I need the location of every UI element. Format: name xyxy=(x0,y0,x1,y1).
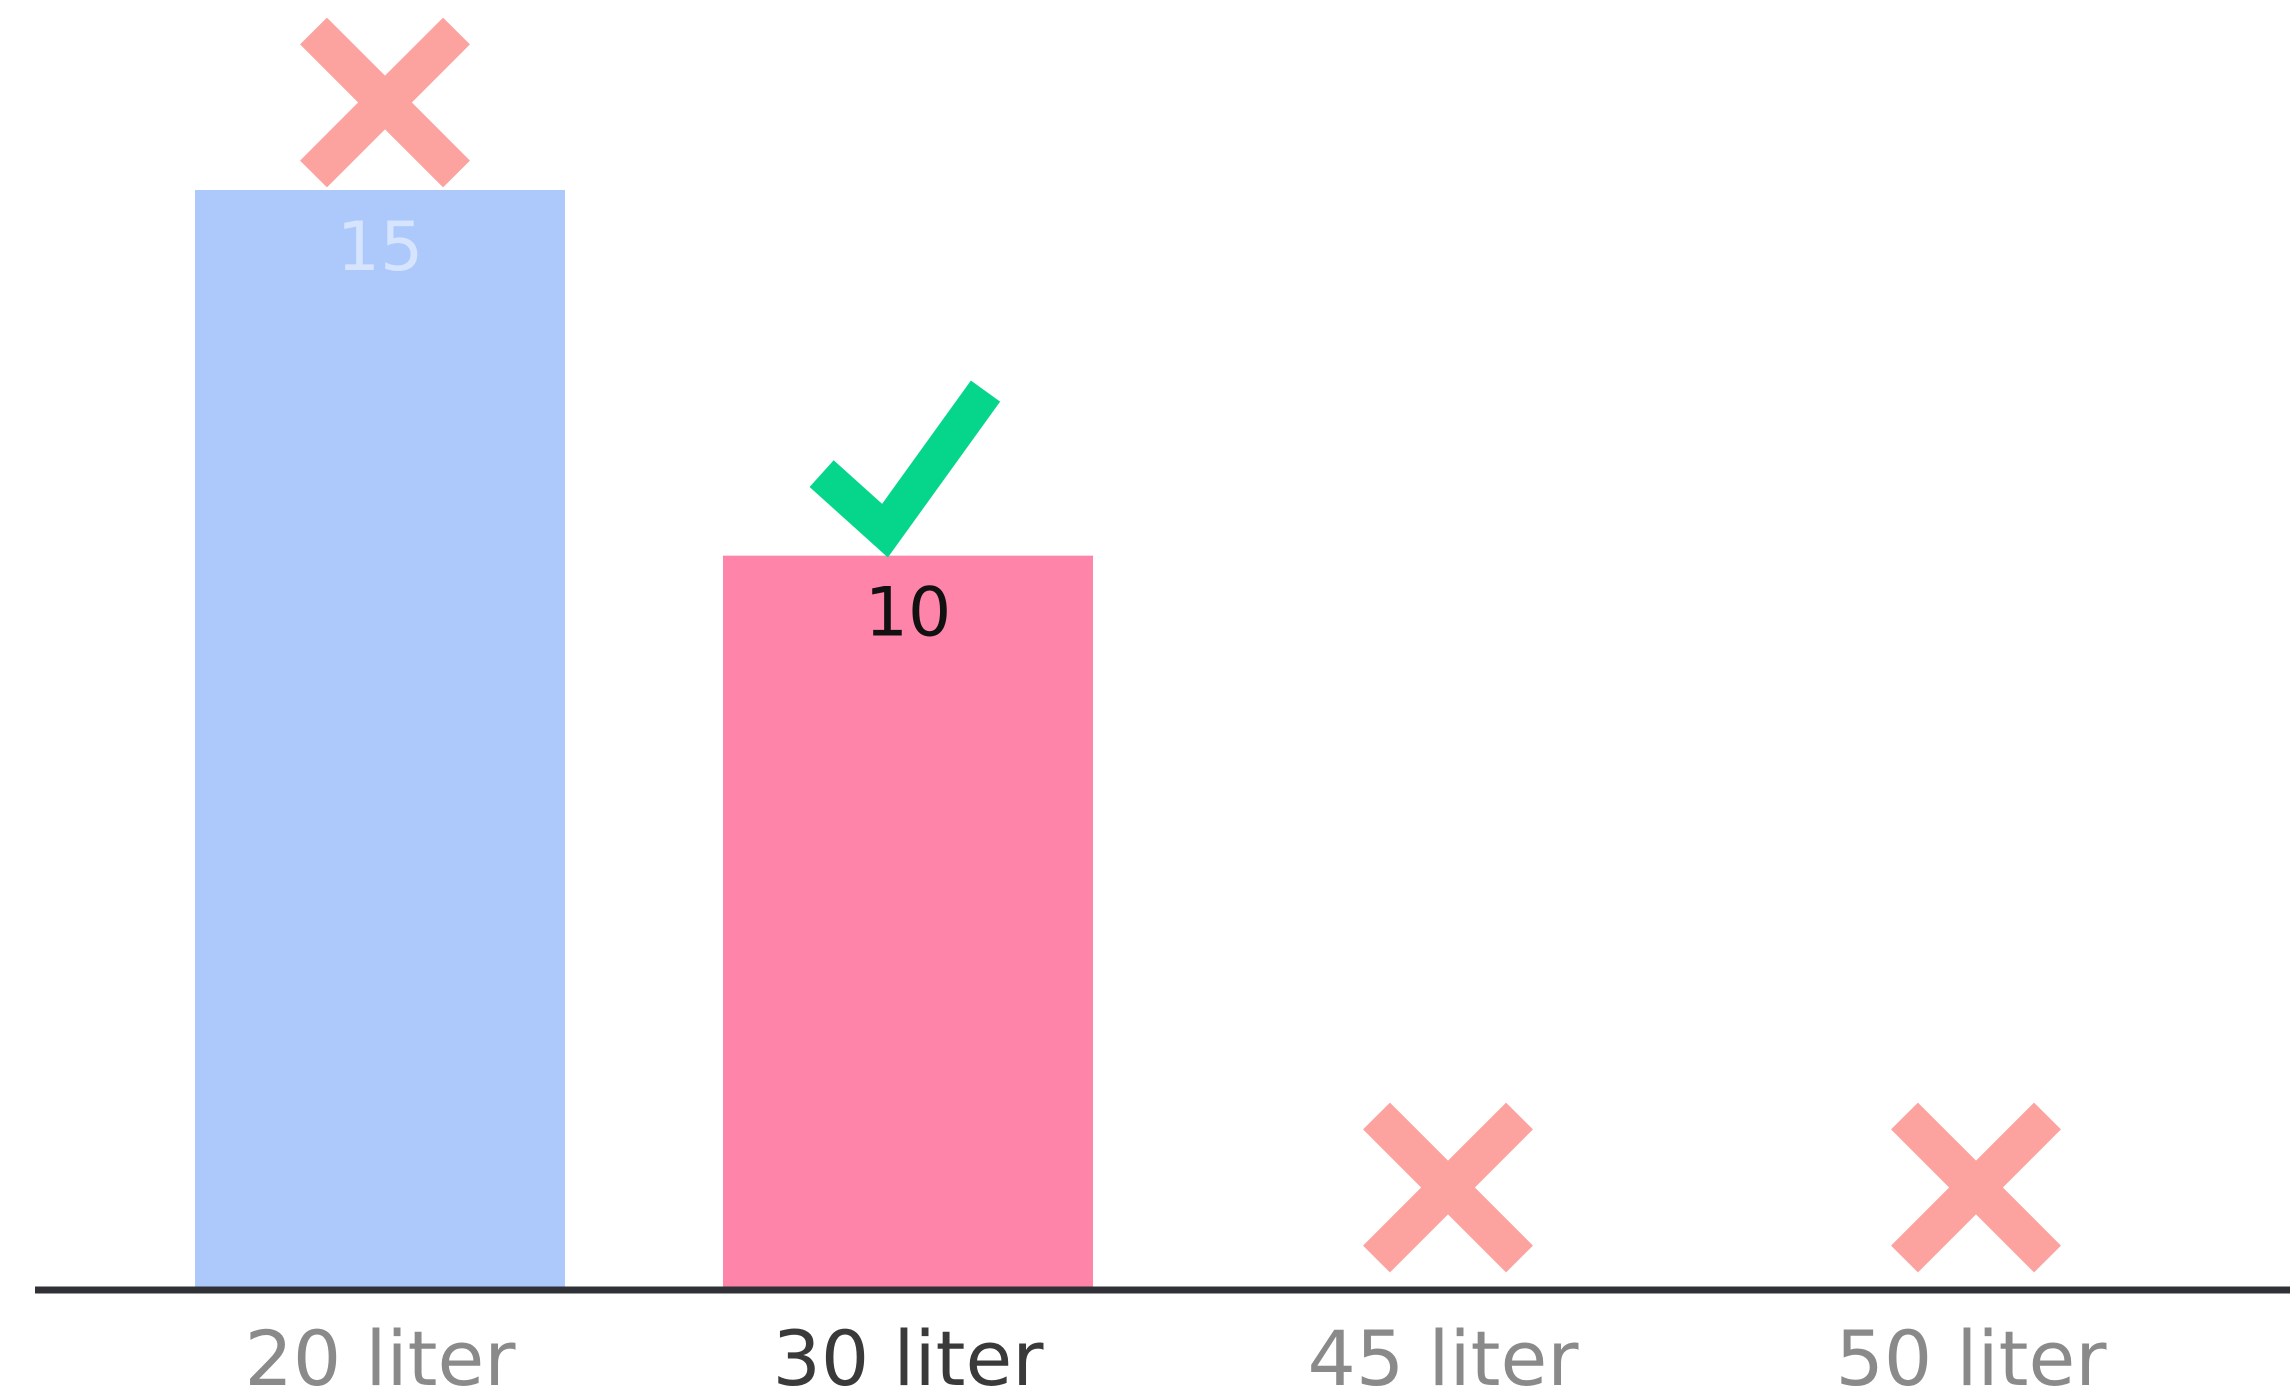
bar-value-label: 15 xyxy=(337,208,424,287)
category-labels-group: 20 liter 30 liter 45 liter 50 liter xyxy=(245,1314,2108,1395)
bar-20-liter xyxy=(195,190,565,1287)
cross-icon xyxy=(300,17,470,188)
bar-value-label: 10 xyxy=(865,574,952,653)
cross-icon xyxy=(1363,1102,1533,1273)
x-tick-label: 50 liter xyxy=(1836,1314,2108,1395)
x-tick-label: 20 liter xyxy=(245,1314,517,1395)
bar-30-liter xyxy=(723,555,1093,1287)
x-tick-label: 30 liter xyxy=(773,1314,1045,1395)
cross-icon xyxy=(1891,1102,2061,1273)
bars-group xyxy=(195,190,1093,1287)
check-icon xyxy=(809,380,1001,558)
x-tick-label: 45 liter xyxy=(1308,1314,1580,1395)
markers-group xyxy=(300,17,2061,1273)
